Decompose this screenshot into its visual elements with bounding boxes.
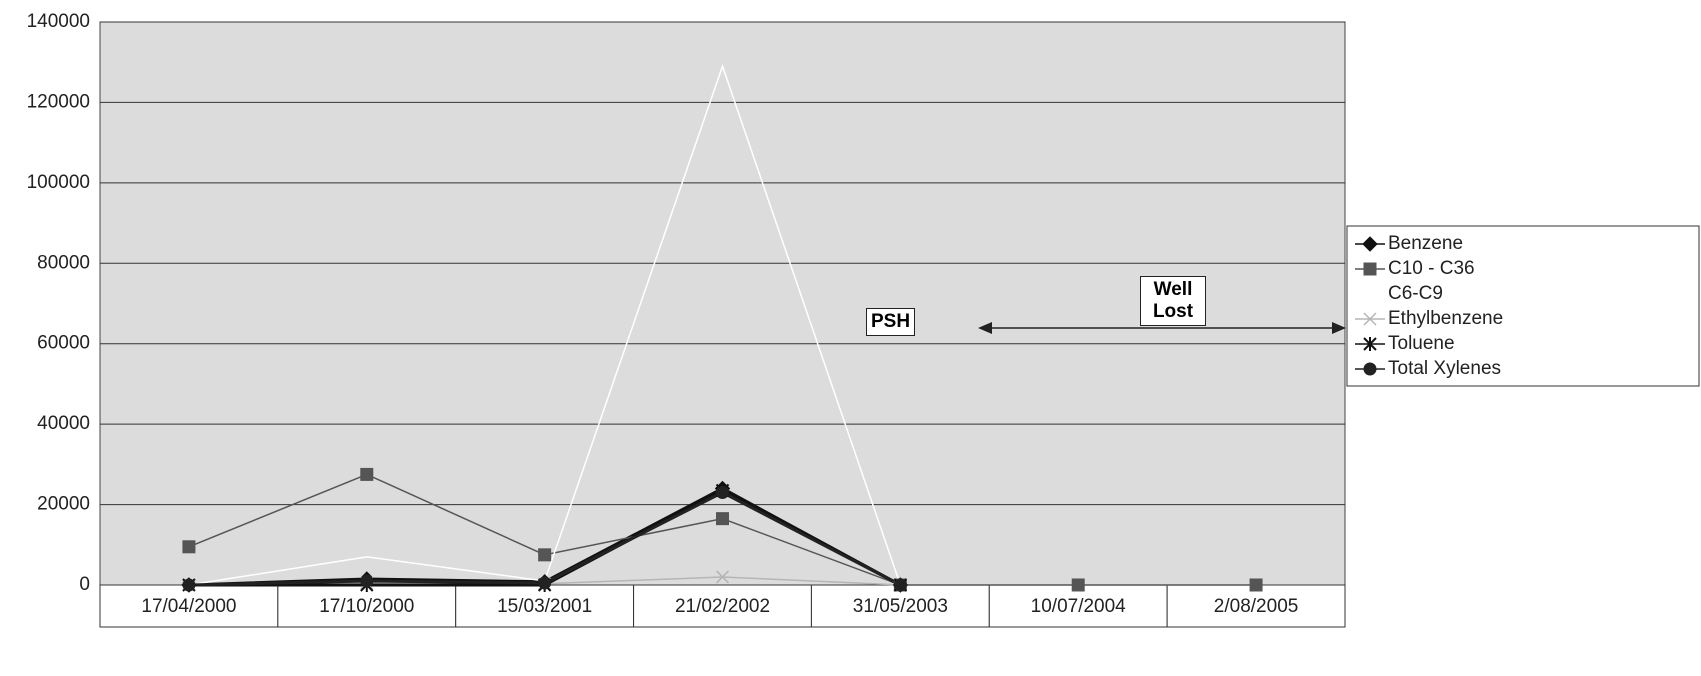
marker (893, 578, 907, 592)
arrow-head (978, 322, 992, 334)
legend-label: Toluene (1388, 333, 1455, 354)
marker (1363, 362, 1377, 376)
marker (1071, 578, 1085, 592)
annotation: Well Lost (1140, 276, 1206, 326)
legend-label: Total Xylenes (1388, 358, 1501, 379)
x-tick-label: 21/02/2002 (675, 596, 770, 617)
category-cell (633, 584, 812, 628)
marker (538, 548, 552, 562)
marker (715, 570, 730, 584)
marker (360, 574, 374, 588)
y-tick-label: 20000 (37, 494, 90, 515)
x-tick-label: 17/10/2000 (319, 596, 414, 617)
y-tick-label: 120000 (27, 91, 90, 112)
legend-label: C6-C9 (1388, 283, 1443, 304)
marker (538, 576, 552, 590)
legend-box (1346, 225, 1700, 387)
y-tick-label: 60000 (37, 333, 90, 354)
marker (360, 467, 374, 481)
legend-label: C10 - C36 (1388, 258, 1475, 279)
marker (1363, 262, 1377, 276)
x-tick-label: 10/07/2004 (1031, 596, 1127, 617)
legend-label: Benzene (1388, 233, 1463, 254)
marker (182, 578, 196, 592)
annotation: PSH (866, 308, 916, 336)
x-tick-label: 15/03/2001 (497, 596, 592, 617)
legend-label: Ethylbenzene (1388, 308, 1503, 329)
y-tick-label: 80000 (37, 252, 90, 273)
marker (1363, 337, 1377, 351)
marker (716, 486, 729, 500)
x-tick-label: 31/05/2003 (853, 596, 948, 617)
y-tick-label: 40000 (37, 413, 90, 434)
marker (1363, 312, 1377, 326)
y-tick-label: 0 (79, 574, 90, 595)
marker (716, 512, 729, 526)
marker (1249, 578, 1263, 592)
x-tick-label: 17/04/2000 (141, 596, 236, 617)
marker (1362, 236, 1378, 252)
category-cell (1166, 584, 1346, 628)
x-tick-label: 2/08/2005 (1214, 596, 1299, 617)
y-tick-label: 100000 (27, 172, 90, 193)
arrow-head (1332, 322, 1346, 334)
y-tick-label: 140000 (27, 11, 90, 32)
marker (182, 540, 196, 554)
